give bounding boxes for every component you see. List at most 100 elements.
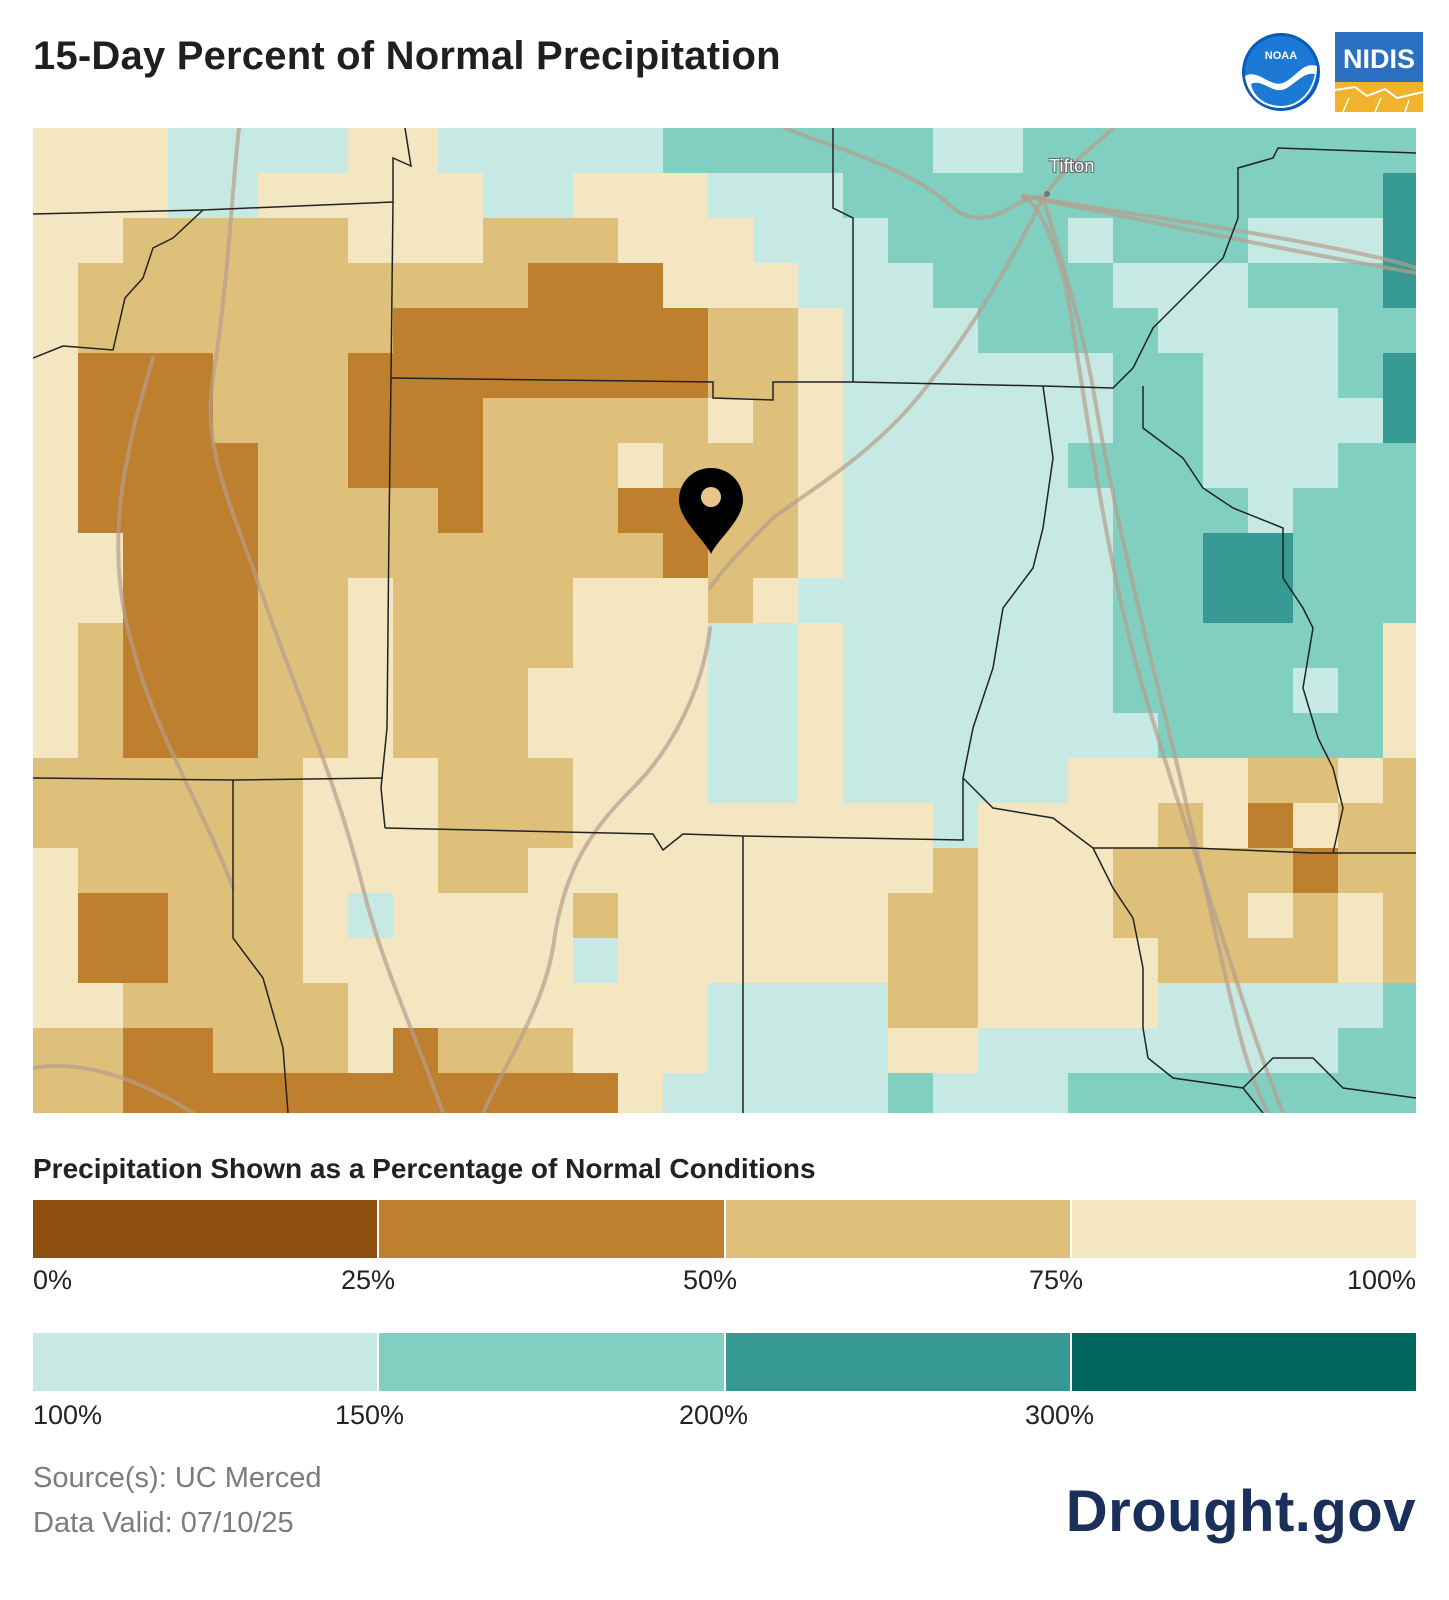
grid-cell xyxy=(933,353,979,399)
grid-cell xyxy=(438,443,484,489)
grid-cell xyxy=(348,1028,394,1074)
grid-cell xyxy=(1383,578,1416,624)
grid-cell xyxy=(1158,668,1204,714)
legend-swatch xyxy=(379,1333,726,1391)
grid-cell xyxy=(978,938,1024,984)
grid-cell xyxy=(663,218,709,264)
grid-cell xyxy=(753,668,799,714)
grid-cell xyxy=(933,668,979,714)
grid-cell xyxy=(1068,848,1114,894)
grid-cell xyxy=(1338,623,1384,669)
grid-cell xyxy=(753,713,799,759)
grid-cell xyxy=(798,173,844,219)
grid-cell xyxy=(1113,983,1159,1029)
grid-cell xyxy=(978,353,1024,399)
grid-cell xyxy=(618,803,664,849)
grid-cell xyxy=(1023,803,1069,849)
grid-cell xyxy=(438,893,484,939)
drought-gov-brand[interactable]: Drought.gov xyxy=(1065,1479,1416,1544)
grid-cell xyxy=(1293,308,1339,354)
precipitation-map[interactable]: Tifton xyxy=(33,128,1416,1113)
grid-cell xyxy=(78,803,124,849)
grid-cell xyxy=(258,443,304,489)
grid-cell xyxy=(483,488,529,534)
grid-cell xyxy=(168,893,214,939)
grid-cell xyxy=(78,713,124,759)
grid-cell xyxy=(1293,623,1339,669)
grid-cell xyxy=(78,938,124,984)
location-pin-icon[interactable] xyxy=(679,468,743,554)
grid-cell xyxy=(1383,218,1416,264)
grid-cell xyxy=(393,398,439,444)
grid-cell xyxy=(528,353,574,399)
grid-cell xyxy=(78,353,124,399)
grid-cell xyxy=(483,713,529,759)
grid-cell xyxy=(753,533,799,579)
map-canvas[interactable] xyxy=(33,128,1416,1113)
grid-cell xyxy=(573,398,619,444)
grid-cell xyxy=(1068,1073,1114,1113)
grid-cell xyxy=(393,983,439,1029)
grid-cell xyxy=(1023,1028,1069,1074)
grid-cell xyxy=(438,623,484,669)
grid-cell xyxy=(393,938,439,984)
grid-cell xyxy=(78,578,124,624)
grid-cell xyxy=(1023,848,1069,894)
grid-cell xyxy=(303,263,349,309)
legend-label: 150% xyxy=(335,1400,405,1430)
grid-cell xyxy=(978,443,1024,489)
grid-cell xyxy=(303,668,349,714)
grid-cell xyxy=(303,938,349,984)
grid-cell xyxy=(663,353,709,399)
grid-cell xyxy=(1248,983,1294,1029)
grid-cell xyxy=(78,758,124,804)
grid-cell xyxy=(753,1028,799,1074)
grid-cell xyxy=(123,893,169,939)
grid-cell xyxy=(483,263,529,309)
grid-cell xyxy=(258,1028,304,1074)
grid-cell xyxy=(348,668,394,714)
grid-cell xyxy=(123,848,169,894)
grid-cell xyxy=(258,218,304,264)
grid-cell xyxy=(1338,668,1384,714)
grid-cell xyxy=(573,1073,619,1113)
grid-cell xyxy=(1203,533,1249,579)
grid-cell xyxy=(1158,308,1204,354)
grid-cell xyxy=(798,668,844,714)
grid-cell xyxy=(528,1028,574,1074)
grid-cell xyxy=(483,1073,529,1113)
grid-cell xyxy=(78,1028,124,1074)
grid-cell xyxy=(1203,758,1249,804)
grid-cell xyxy=(978,488,1024,534)
legend-label: 50% xyxy=(683,1265,738,1295)
grid-cell xyxy=(1023,443,1069,489)
source-text: Source(s): UC Merced xyxy=(33,1462,322,1494)
grid-cell xyxy=(1158,173,1204,219)
grid-cell xyxy=(663,1028,709,1074)
grid-cell xyxy=(663,623,709,669)
grid-cell xyxy=(888,578,934,624)
grid-cell xyxy=(573,533,619,579)
grid-cell xyxy=(1248,308,1294,354)
grid-cell xyxy=(393,128,439,174)
grid-cell xyxy=(168,533,214,579)
grid-cell xyxy=(1338,758,1384,804)
grid-cell xyxy=(1293,893,1339,939)
data-valid-text: Data Valid: 07/10/25 xyxy=(33,1507,294,1539)
grid-cell xyxy=(1023,623,1069,669)
grid-cell xyxy=(303,488,349,534)
grid-cell xyxy=(888,623,934,669)
grid-cell xyxy=(1068,938,1114,984)
grid-cell xyxy=(888,938,934,984)
grid-cell xyxy=(1338,398,1384,444)
grid-cell xyxy=(483,308,529,354)
grid-cell xyxy=(933,623,979,669)
grid-cell xyxy=(483,128,529,174)
grid-cell xyxy=(348,173,394,219)
grid-cell xyxy=(1023,893,1069,939)
grid-cell xyxy=(528,443,574,489)
grid-cell xyxy=(1113,533,1159,579)
grid-cell xyxy=(528,893,574,939)
grid-cell xyxy=(573,488,619,534)
grid-cell xyxy=(1203,578,1249,624)
